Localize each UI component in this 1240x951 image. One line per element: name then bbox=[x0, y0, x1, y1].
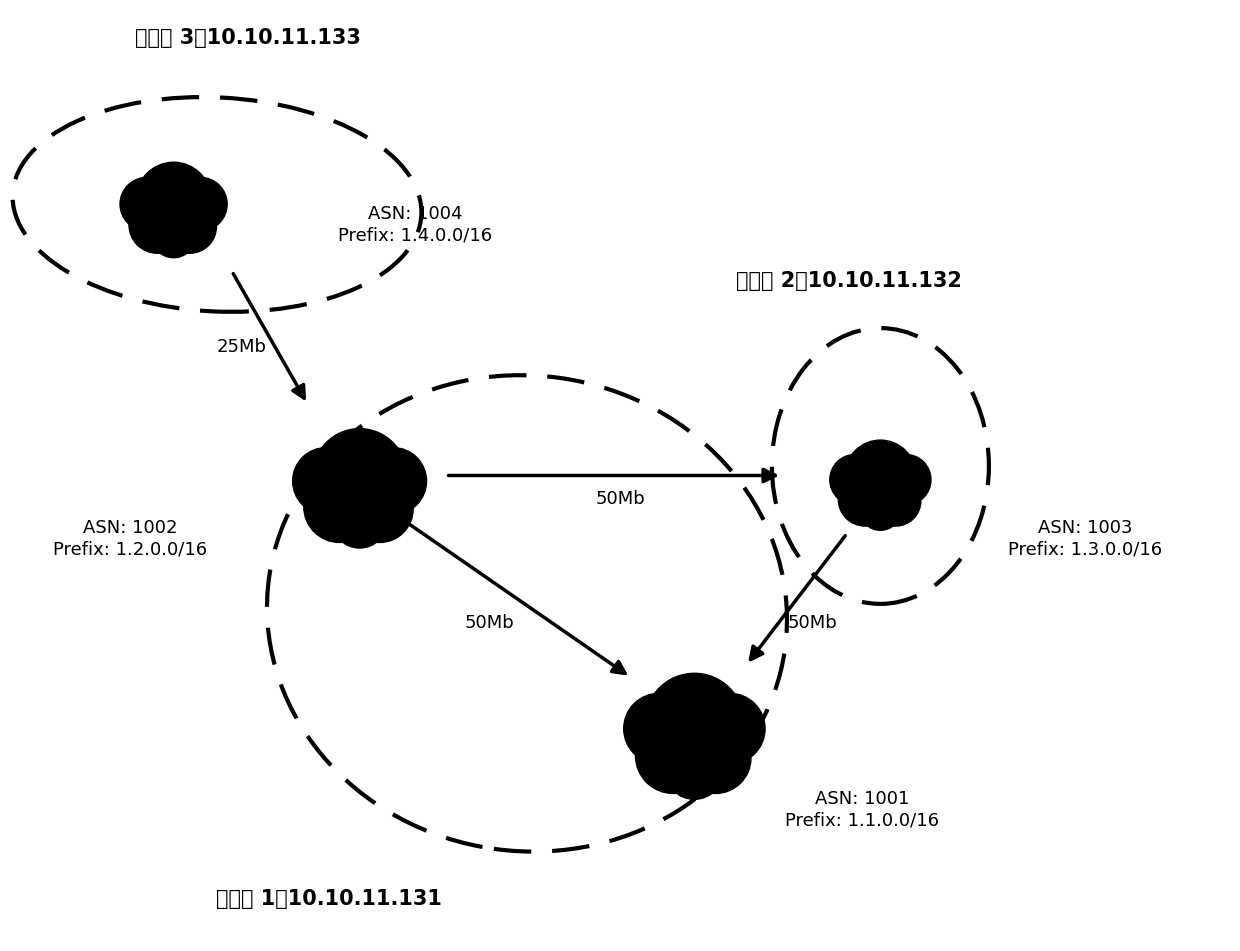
Circle shape bbox=[120, 178, 174, 231]
Circle shape bbox=[844, 440, 916, 511]
Circle shape bbox=[859, 488, 901, 531]
Circle shape bbox=[154, 186, 207, 240]
Circle shape bbox=[645, 673, 744, 772]
Circle shape bbox=[838, 472, 893, 526]
Circle shape bbox=[140, 186, 193, 240]
Text: 物理机 1：10.10.11.131: 物理机 1：10.10.11.131 bbox=[216, 888, 441, 909]
Text: Prefix: 1.2.0.0/16: Prefix: 1.2.0.0/16 bbox=[53, 541, 207, 559]
Text: 物理机 2：10.10.11.132: 物理机 2：10.10.11.132 bbox=[737, 270, 962, 291]
Text: Prefix: 1.3.0.0/16: Prefix: 1.3.0.0/16 bbox=[1008, 541, 1162, 559]
Circle shape bbox=[665, 741, 724, 800]
Circle shape bbox=[136, 163, 211, 237]
Circle shape bbox=[830, 455, 880, 505]
Circle shape bbox=[681, 723, 751, 793]
Circle shape bbox=[360, 448, 427, 514]
Text: ASN: 1004: ASN: 1004 bbox=[368, 205, 463, 223]
Circle shape bbox=[335, 458, 402, 526]
Circle shape bbox=[293, 448, 360, 514]
Text: 物理机 3：10.10.11.133: 物理机 3：10.10.11.133 bbox=[135, 28, 361, 49]
Circle shape bbox=[304, 471, 376, 542]
Circle shape bbox=[312, 429, 407, 522]
Circle shape bbox=[848, 463, 899, 514]
Circle shape bbox=[129, 196, 186, 253]
Text: ASN: 1003: ASN: 1003 bbox=[1038, 519, 1132, 536]
Circle shape bbox=[162, 200, 217, 253]
Circle shape bbox=[332, 493, 387, 548]
Text: 25Mb: 25Mb bbox=[217, 339, 267, 356]
Circle shape bbox=[151, 213, 196, 258]
Circle shape bbox=[174, 178, 227, 231]
Circle shape bbox=[862, 463, 913, 514]
Text: 50Mb: 50Mb bbox=[595, 491, 645, 508]
Circle shape bbox=[650, 705, 720, 776]
Text: 50Mb: 50Mb bbox=[787, 614, 837, 631]
Text: 50Mb: 50Mb bbox=[465, 614, 515, 631]
Text: ASN: 1001: ASN: 1001 bbox=[815, 790, 909, 807]
Circle shape bbox=[636, 718, 711, 793]
Circle shape bbox=[870, 476, 921, 526]
Circle shape bbox=[317, 458, 384, 526]
Circle shape bbox=[346, 476, 413, 542]
Circle shape bbox=[880, 455, 931, 505]
Circle shape bbox=[668, 705, 739, 776]
Circle shape bbox=[694, 693, 765, 764]
Text: Prefix: 1.4.0.0/16: Prefix: 1.4.0.0/16 bbox=[339, 227, 492, 245]
Circle shape bbox=[624, 693, 694, 764]
Text: Prefix: 1.1.0.0/16: Prefix: 1.1.0.0/16 bbox=[785, 812, 939, 830]
Text: ASN: 1002: ASN: 1002 bbox=[83, 519, 177, 536]
